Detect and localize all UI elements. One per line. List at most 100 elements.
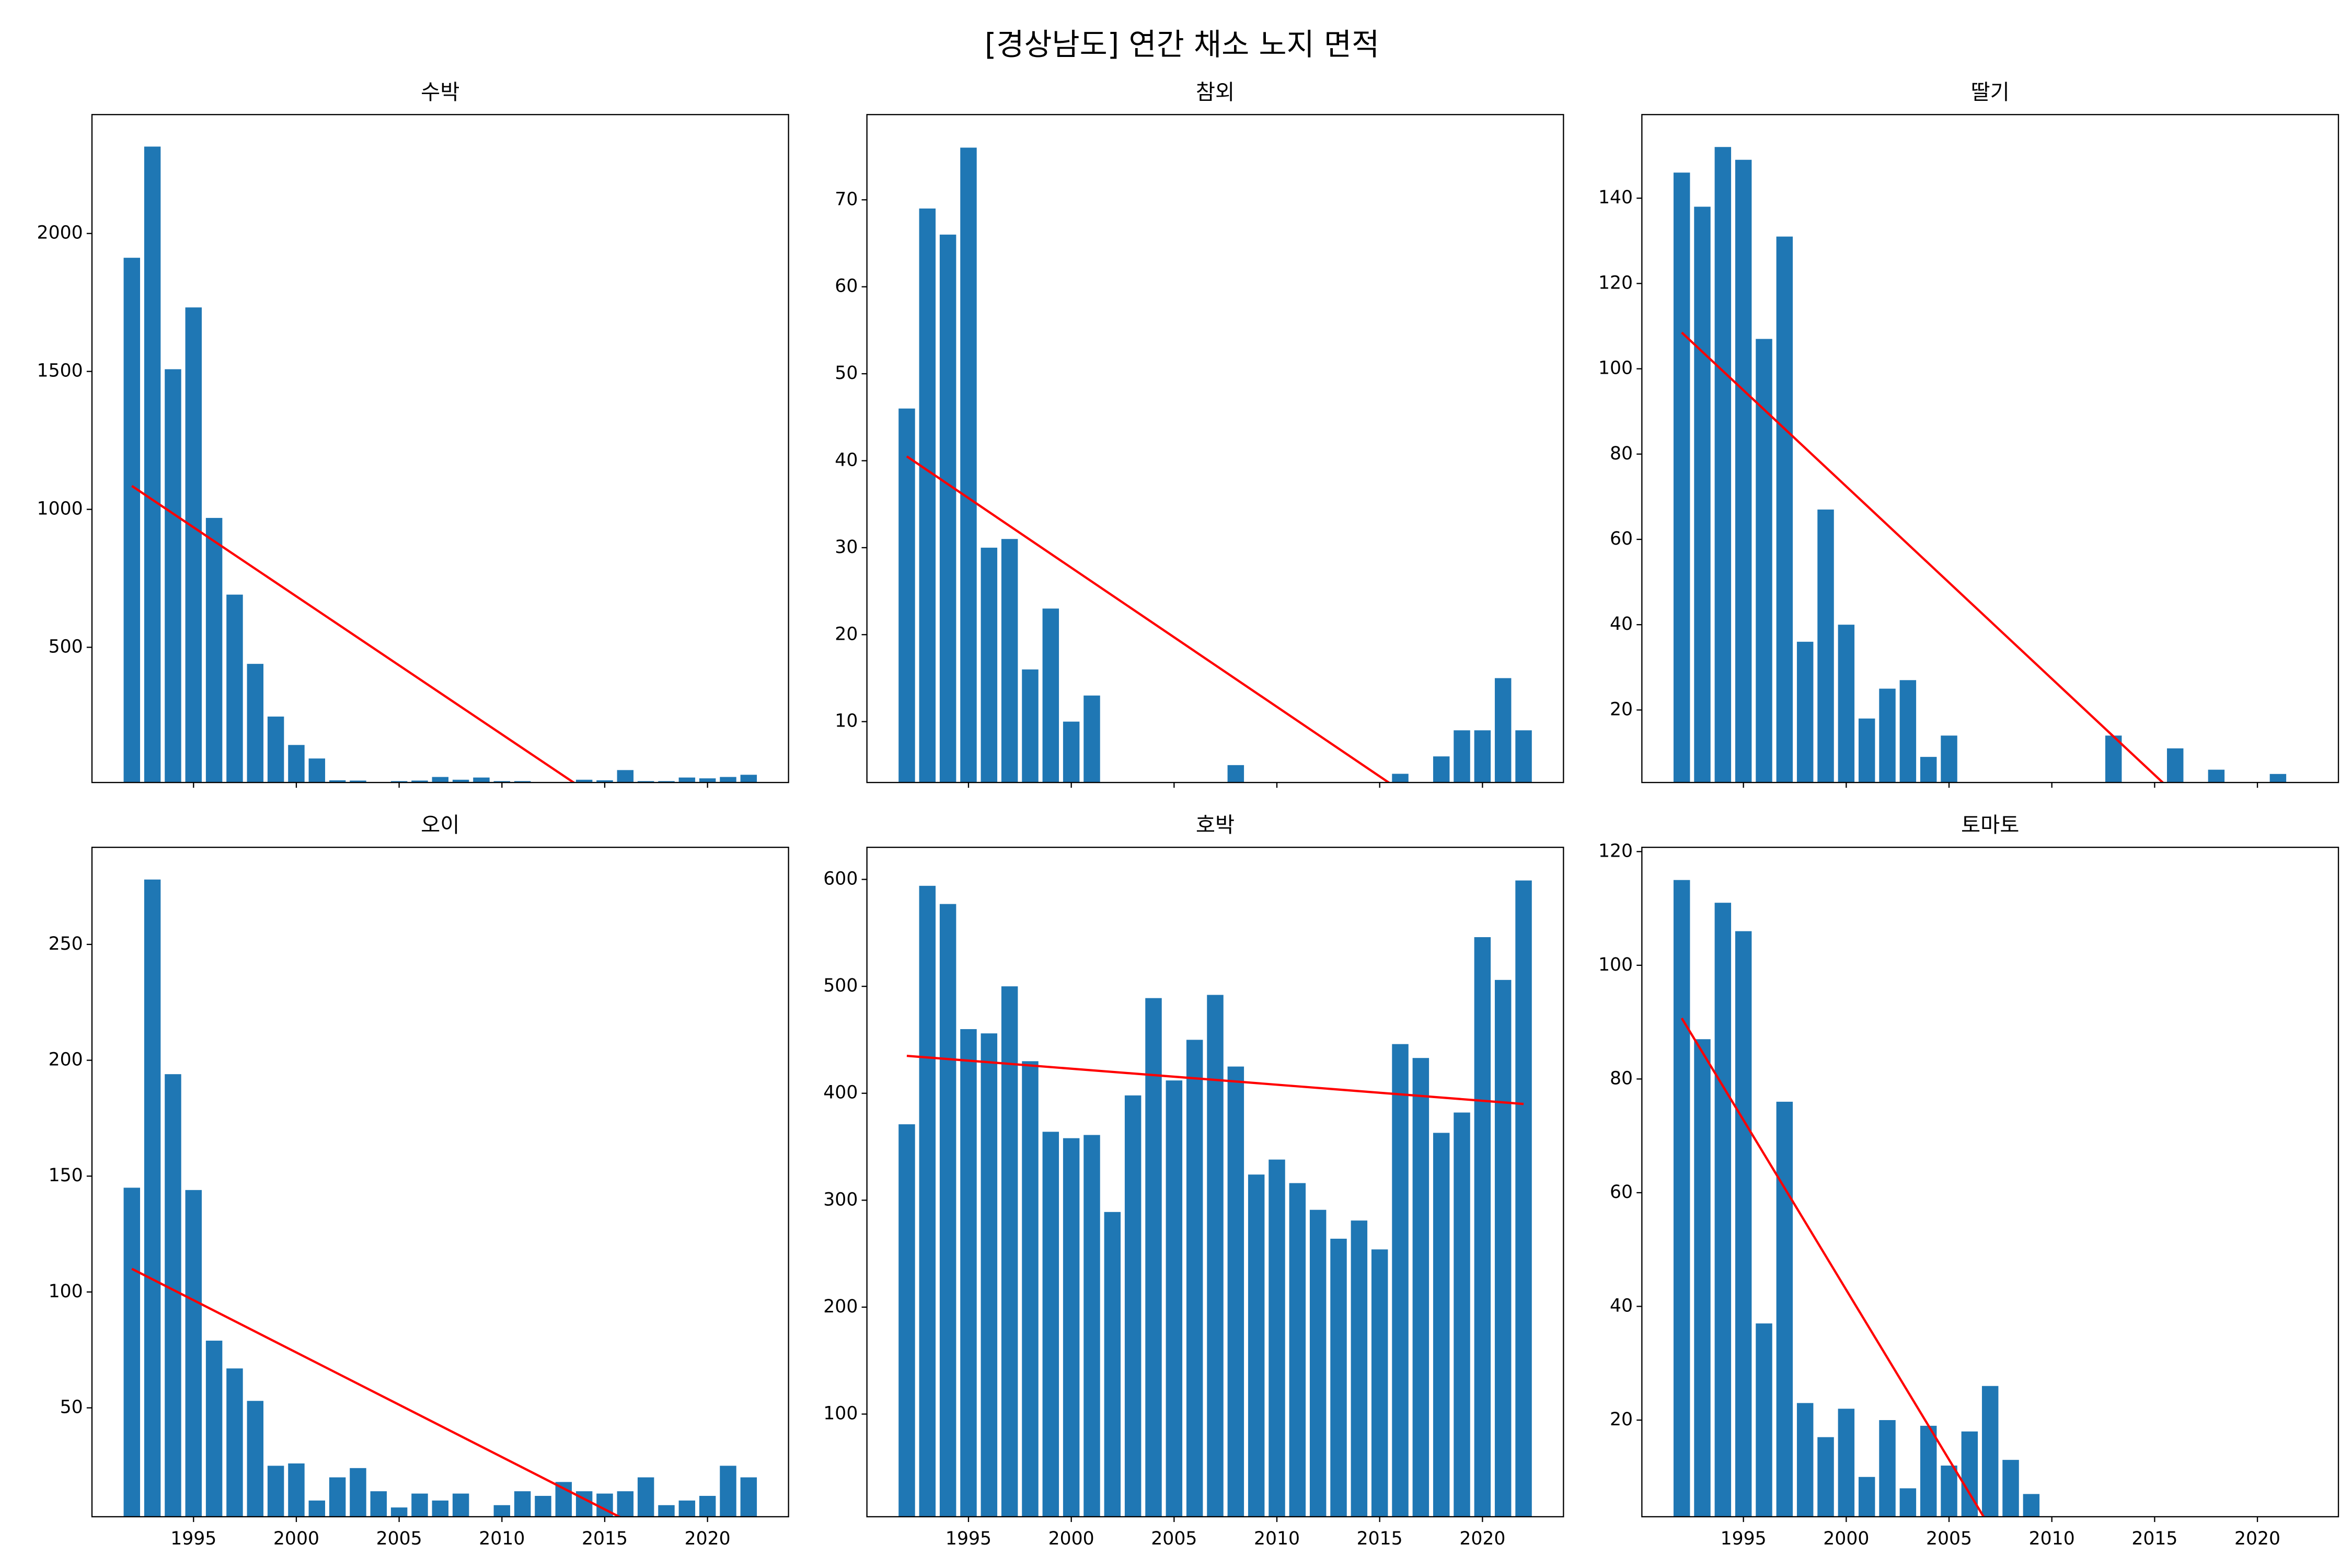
bar: [1714, 147, 1732, 783]
bar: [658, 1505, 675, 1517]
y-tick-label: 20: [1610, 699, 1633, 720]
y-tick-label: 60: [1610, 528, 1633, 549]
bar: [1227, 765, 1244, 783]
y-tick-label: 150: [49, 1165, 83, 1186]
bar: [1371, 1249, 1388, 1517]
bar: [144, 146, 161, 783]
y-tick-label: 80: [1610, 443, 1633, 464]
bar: [1838, 625, 1855, 783]
trend-line: [906, 455, 1391, 783]
x-tick-label: 2000: [273, 1528, 319, 1549]
bar: [452, 1493, 469, 1517]
y-tick-label: 1000: [37, 499, 83, 520]
bar: [1776, 1101, 1793, 1517]
bar: [981, 547, 998, 783]
axes-frame: [866, 847, 1564, 1518]
bar: [1673, 172, 1690, 783]
subplot-title: 오이: [421, 813, 459, 837]
bar: [1474, 730, 1491, 783]
bar: [432, 1500, 449, 1517]
bar: [1124, 1095, 1142, 1517]
x-tick-label: 1995: [946, 1528, 991, 1549]
x-tick-label: 2015: [1357, 1528, 1403, 1549]
bar: [1104, 1212, 1121, 1517]
bar: [1186, 1040, 1203, 1517]
bar: [1858, 1477, 1875, 1517]
y-tick-label: 50: [60, 1397, 83, 1418]
subplot-title: 토마토: [1961, 813, 2019, 837]
subplot-title: 참외: [1196, 80, 1235, 105]
bar: [658, 781, 675, 783]
bar: [1392, 774, 1409, 783]
bar: [226, 1368, 243, 1517]
y-tick-label: 60: [835, 276, 858, 297]
bar: [1858, 718, 1875, 783]
bar: [960, 147, 977, 783]
bar: [1981, 1386, 1999, 1517]
bar: [2166, 748, 2184, 783]
bar: [432, 777, 449, 783]
bar: [123, 1187, 141, 1517]
y-tick-label: 2000: [37, 223, 83, 244]
axes-frame: [91, 847, 789, 1518]
bar: [1494, 979, 1512, 1517]
y-tick-label: 40: [1610, 1295, 1633, 1316]
bar: [1796, 641, 1814, 783]
bar: [699, 778, 716, 783]
x-tick-label: 2010: [479, 1528, 525, 1549]
x-tick-label: 2000: [1048, 1528, 1094, 1549]
bar: [1145, 998, 1162, 1517]
bar: [1227, 1066, 1244, 1517]
bar: [1756, 1323, 1772, 1517]
bar: [637, 1477, 654, 1517]
bar: [473, 777, 490, 783]
bar: [185, 1190, 202, 1517]
bar: [1269, 1159, 1285, 1517]
y-tick-label: 1500: [37, 361, 83, 382]
bar: [898, 408, 915, 783]
x-tick-label: 2010: [2029, 1528, 2075, 1549]
subplot-title: 수박: [421, 80, 459, 105]
y-tick-label: 500: [823, 975, 858, 996]
subplot-title: 딸기: [1971, 80, 2010, 105]
bar: [1474, 937, 1491, 1517]
bar: [452, 779, 469, 783]
bar: [1309, 1209, 1327, 1517]
bar: [1694, 1039, 1711, 1517]
bar: [1433, 756, 1450, 783]
bar: [1735, 931, 1752, 1517]
y-tick-label: 20: [835, 624, 858, 644]
y-tick-label: 10: [835, 711, 858, 732]
bar: [165, 369, 181, 783]
bar: [2023, 1494, 2040, 1517]
y-tick-label: 20: [1610, 1409, 1633, 1430]
bar: [1796, 1403, 1814, 1517]
bar: [1776, 236, 1793, 783]
bar: [1879, 688, 1896, 783]
bar: [740, 775, 757, 783]
bar: [2002, 1460, 2019, 1517]
bar: [267, 716, 284, 783]
x-tick-label: 2000: [1823, 1528, 1869, 1549]
bar: [939, 904, 956, 1517]
bar: [740, 1477, 757, 1517]
bar: [1941, 735, 1957, 783]
bar: [123, 258, 141, 783]
y-tick-label: 70: [835, 189, 858, 210]
bar: [1042, 608, 1059, 783]
bar: [1694, 206, 1711, 783]
bar: [1920, 757, 1937, 783]
bar: [1022, 669, 1039, 783]
y-tick-label: 100: [823, 1403, 858, 1424]
bar: [308, 1500, 326, 1517]
x-tick-label: 2010: [1254, 1528, 1300, 1549]
bar: [1920, 1425, 1937, 1517]
bar: [288, 1463, 305, 1517]
y-tick-label: 100: [1598, 358, 1633, 379]
y-tick-label: 100: [49, 1281, 83, 1302]
trend-line: [1681, 331, 2164, 783]
bar: [1817, 1437, 1834, 1517]
bar: [185, 307, 202, 783]
bar: [247, 1401, 264, 1517]
